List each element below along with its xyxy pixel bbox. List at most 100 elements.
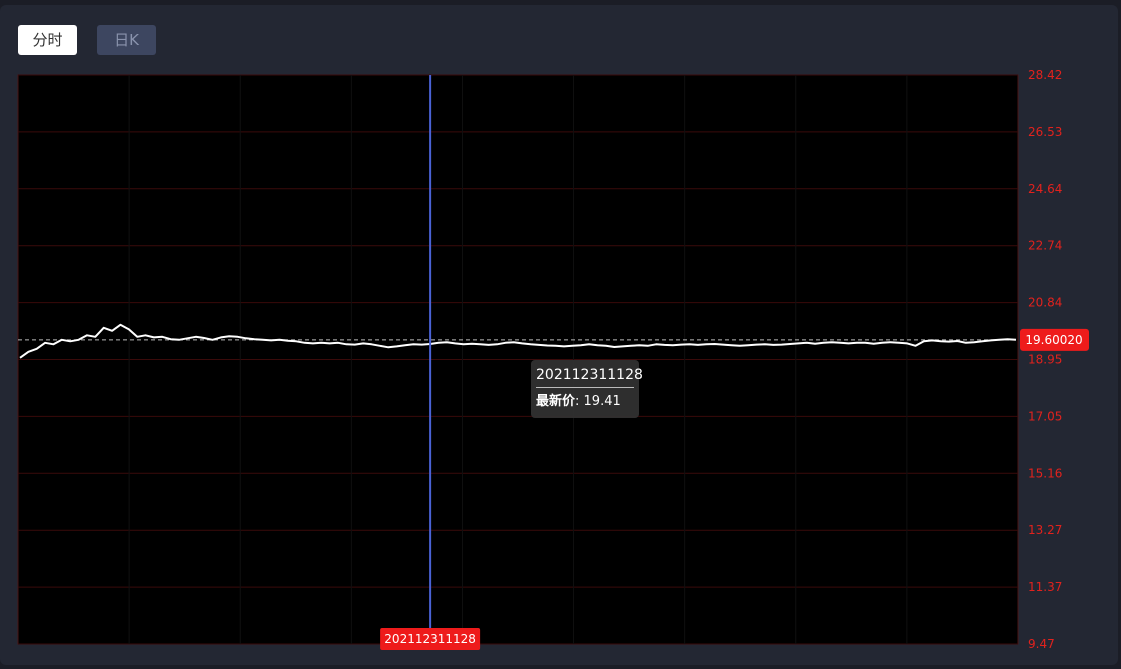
price-point (947, 340, 951, 344)
price-point (596, 343, 600, 347)
price-point (796, 341, 800, 345)
price-point (411, 342, 415, 346)
y-tick-label: 28.42 (1028, 68, 1062, 82)
price-point (704, 342, 708, 346)
price-point (227, 334, 231, 338)
price-point (805, 341, 809, 345)
price-point (721, 343, 725, 347)
price-point (118, 323, 122, 327)
price-point (964, 341, 968, 345)
price-point (487, 343, 491, 347)
price-point (26, 350, 30, 354)
price-point (211, 338, 215, 342)
price-line (19, 323, 1017, 359)
y-tick-label: 15.16 (1028, 466, 1062, 480)
price-point (35, 347, 39, 351)
price-point (1014, 338, 1018, 342)
price-point (771, 343, 775, 347)
price-point (554, 344, 558, 348)
y-tick-label: 22.74 (1028, 239, 1062, 253)
price-point (336, 341, 340, 345)
crosshair-time-badge: 202112311128 (380, 628, 481, 650)
tab-intraday[interactable]: 分时 (18, 25, 77, 55)
price-point (939, 339, 943, 343)
price-point (838, 341, 842, 345)
price-point (395, 344, 399, 348)
price-point (68, 339, 72, 343)
price-point (353, 343, 357, 347)
price-point (662, 343, 666, 347)
price-point (378, 344, 382, 348)
tooltip-price-value: : 19.41 (575, 394, 621, 409)
price-point (637, 343, 641, 347)
price-point (303, 341, 307, 345)
reference-price-label: 19.60020 (1025, 333, 1082, 347)
price-point (520, 341, 524, 345)
price-point (135, 335, 139, 339)
price-point (604, 344, 608, 348)
crosshair-time-label: 202112311128 (384, 632, 476, 646)
price-point (880, 341, 884, 345)
price-point (169, 337, 173, 341)
price-point (361, 341, 365, 345)
price-point (344, 342, 348, 346)
price-point (403, 343, 407, 347)
price-point (989, 338, 993, 342)
price-point (252, 337, 256, 341)
price-point (286, 339, 290, 343)
price-point (897, 341, 901, 345)
price-point (319, 341, 323, 345)
price-point (328, 341, 332, 345)
price-point (570, 344, 574, 348)
y-tick-label: 26.53 (1028, 125, 1062, 139)
price-point (160, 335, 164, 339)
price-point (503, 341, 507, 345)
price-point (821, 341, 825, 345)
y-tick-label: 9.47 (1028, 637, 1055, 651)
price-point (537, 343, 541, 347)
price-point (863, 341, 867, 345)
price-point (177, 338, 181, 342)
price-point (77, 338, 81, 342)
price-point (102, 326, 106, 330)
price-point (629, 344, 633, 348)
y-tick-label: 20.84 (1028, 296, 1062, 310)
price-point (110, 329, 114, 333)
price-point (152, 335, 156, 339)
price-point (294, 339, 298, 343)
price-point (43, 341, 47, 345)
price-point (847, 341, 851, 345)
price-point (462, 342, 466, 346)
price-point (127, 327, 131, 331)
price-point (445, 340, 449, 344)
price-point (780, 343, 784, 347)
price-point (311, 341, 315, 345)
price-point (688, 342, 692, 346)
price-point (981, 339, 985, 343)
price-point (914, 344, 918, 348)
price-point (679, 343, 683, 347)
price-point (18, 356, 22, 360)
price-point (236, 335, 240, 339)
price-point (813, 342, 817, 346)
price-point (788, 342, 792, 346)
price-point (60, 338, 64, 342)
price-point (529, 342, 533, 346)
price-point (746, 343, 750, 347)
price-point (244, 336, 248, 340)
tab-daily-k[interactable]: 日K (97, 25, 156, 55)
price-point (872, 342, 876, 346)
price-point (219, 335, 223, 339)
tooltip-divider (536, 387, 634, 388)
price-point (1006, 337, 1010, 341)
reference-price-badge: 19.60020 (1020, 328, 1089, 351)
price-point (470, 342, 474, 346)
price-point (729, 343, 733, 347)
price-point (269, 338, 273, 342)
price-point (386, 345, 390, 349)
tooltip-price-row: 最新价: 19.41 (536, 394, 634, 410)
price-point (755, 343, 759, 347)
price-point (545, 344, 549, 348)
price-point (997, 338, 1001, 342)
